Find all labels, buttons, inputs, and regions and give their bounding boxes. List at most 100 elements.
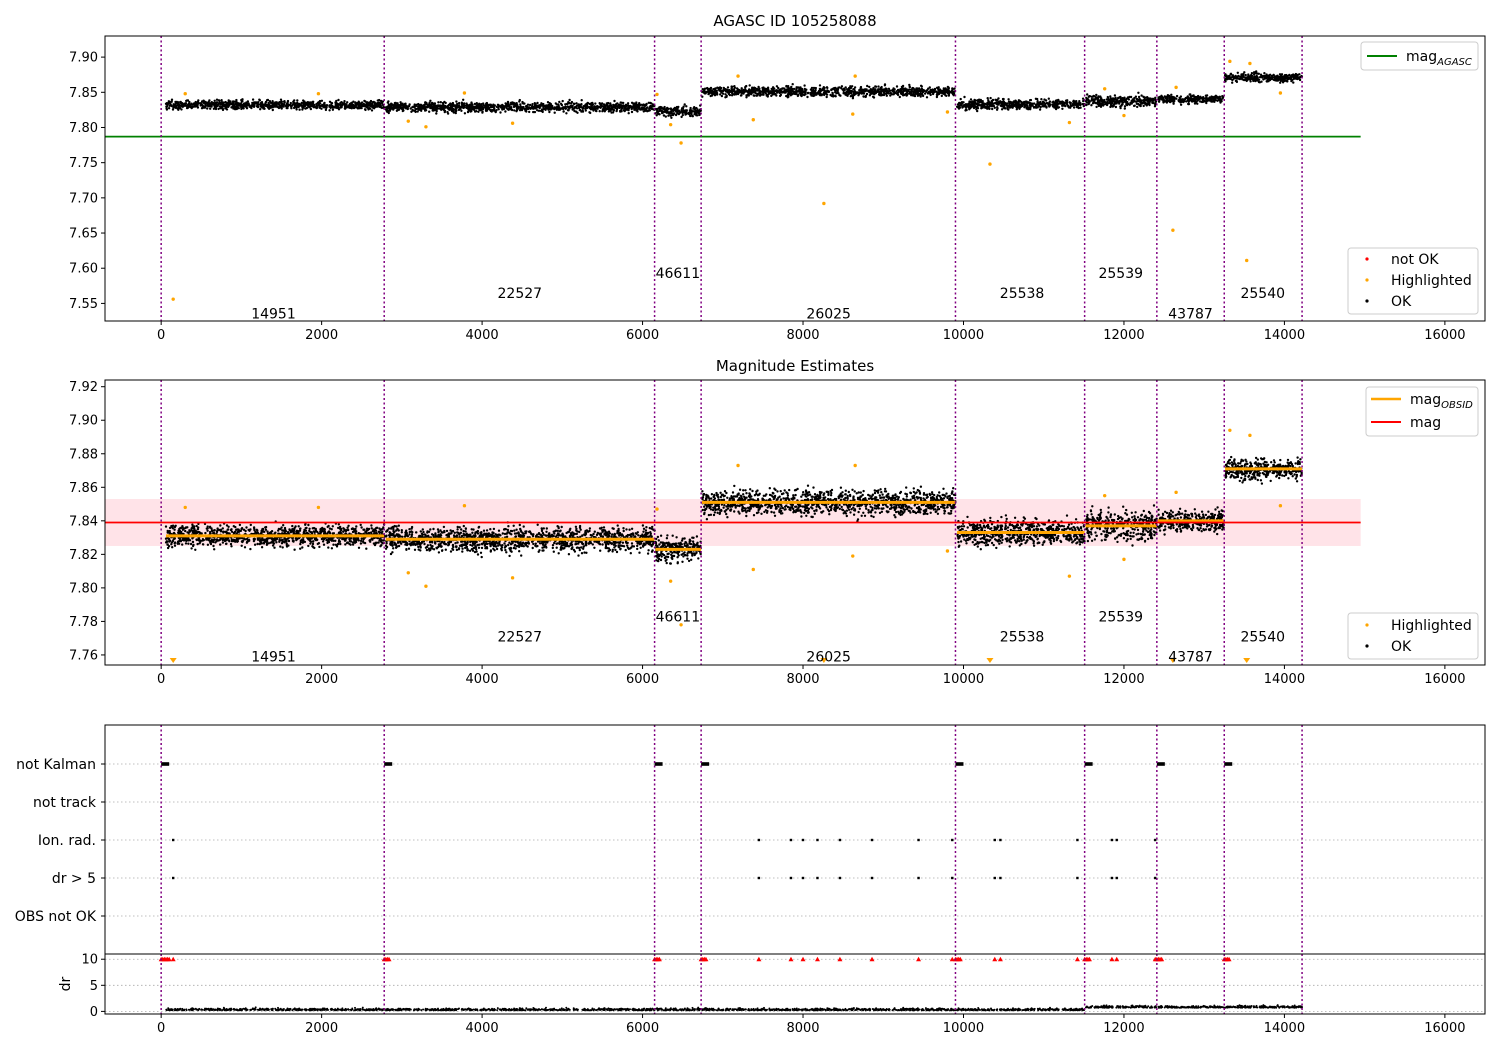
highlighted-point xyxy=(668,579,673,583)
dr-clipped-marker xyxy=(1226,956,1232,962)
dr-clipped-marker xyxy=(170,956,176,962)
legend-label: magOBSID xyxy=(1410,392,1473,411)
y-tick-label: 7.75 xyxy=(69,156,98,171)
dr-gt-5-mark xyxy=(951,876,954,880)
axes-frame xyxy=(104,953,1486,1015)
obsid-label: 25539 xyxy=(1098,609,1143,625)
ion-rad-mark xyxy=(917,838,920,842)
highlighted-point xyxy=(736,74,740,78)
legend-label-highlighted: Highlighted xyxy=(1391,273,1472,289)
dr-gt-5-mark xyxy=(999,876,1002,880)
x-tick-label: 4000 xyxy=(466,328,499,343)
legend-marker-highlighted xyxy=(1365,278,1369,282)
ion-rad-mark xyxy=(1076,838,1079,842)
y-tick-label: 7.86 xyxy=(69,481,98,496)
x-tick-label: 14000 xyxy=(1264,1021,1305,1036)
ion-rad-mark xyxy=(999,838,1002,842)
highlighted-point xyxy=(424,125,428,129)
dr-clipped-marker xyxy=(1086,956,1092,962)
dr-gt-5-mark xyxy=(757,876,761,880)
highlighted-point xyxy=(1248,433,1252,438)
dr-gt-5-mark xyxy=(870,876,874,880)
dr-gt-5-mark xyxy=(1154,876,1157,880)
dr-clipped-marker xyxy=(756,956,762,962)
offscale-marker xyxy=(820,658,828,663)
dr-gt-5-mark xyxy=(801,876,805,880)
x-tick-label: 10000 xyxy=(943,1021,984,1036)
legend-box xyxy=(1347,612,1479,660)
obsid-label: 46611 xyxy=(656,266,701,282)
x-tick-label: 4000 xyxy=(466,672,499,687)
highlighted-point xyxy=(851,554,855,558)
highlighted-point xyxy=(406,571,410,575)
y-tick-label: 7.82 xyxy=(69,548,98,563)
highlighted-point xyxy=(853,463,857,468)
y-tick-label: 7.55 xyxy=(69,297,98,312)
highlighted-point xyxy=(316,92,321,96)
not-kalman-mark xyxy=(654,762,663,766)
highlighted-point xyxy=(183,92,187,96)
highlighted-point xyxy=(1122,557,1126,562)
dr-gt-5-mark xyxy=(1115,876,1118,880)
highlighted-point xyxy=(945,110,950,114)
not-kalman-mark xyxy=(161,762,170,766)
highlighted-point xyxy=(655,507,659,511)
y-tick-label: 7.90 xyxy=(69,51,98,66)
ion-rad-mark xyxy=(838,838,842,842)
y-tick-label: 7.84 xyxy=(69,514,98,529)
y-tick-label: 7.60 xyxy=(69,262,98,277)
highlighted-point xyxy=(655,92,659,97)
highlighted-point xyxy=(822,201,826,206)
obsid-label: 25538 xyxy=(1000,286,1045,302)
dr-clipped-marker xyxy=(957,956,963,962)
dr-clipped-marker xyxy=(1109,956,1115,962)
dr-gt-5-mark xyxy=(917,876,920,880)
dr-clipped-marker xyxy=(837,956,843,962)
flags-panel: not Kalman not track Ion. rad. dr > 5 OBS no… xyxy=(15,724,1486,955)
x-tick-label: 2000 xyxy=(305,1021,338,1036)
highlighted-point xyxy=(1067,574,1072,578)
obsid-label: 43787 xyxy=(1168,650,1213,666)
y-tick-label: 0 xyxy=(90,1005,98,1020)
plot-area: 14951 22527 46611 26025 25538 25539 43787 25540 xyxy=(105,380,1361,666)
x-tick-label: 12000 xyxy=(1103,328,1144,343)
highlighted-point xyxy=(1102,87,1107,91)
dr-clipped-marker xyxy=(656,956,662,962)
highlighted-point xyxy=(1174,85,1178,90)
dr-gt-5-mark xyxy=(1076,876,1079,880)
obsid-label: 25538 xyxy=(1000,630,1045,646)
chart-title: Magnitude Estimates xyxy=(716,357,874,375)
dr-clipped-marker xyxy=(1074,956,1080,962)
offscale-marker xyxy=(1169,658,1177,663)
axes-frame xyxy=(104,379,1486,666)
highlighted-point xyxy=(1278,91,1283,95)
flag-row-label: not Kalman xyxy=(16,757,96,773)
highlighted-point xyxy=(679,623,683,627)
legend-box xyxy=(1360,41,1479,71)
x-tick-label: 6000 xyxy=(626,672,659,687)
y-tick-label: 10 xyxy=(81,953,98,968)
dr-clipped-marker xyxy=(992,956,998,962)
obsid-label: 26025 xyxy=(806,650,851,666)
plot-area xyxy=(105,725,1485,954)
ion-rad-mark xyxy=(951,838,954,842)
dr-clipped-marker xyxy=(1114,956,1120,962)
not-kalman-mark xyxy=(1224,762,1233,766)
flag-row-label: dr > 5 xyxy=(52,871,96,887)
not-kalman-mark xyxy=(1156,762,1165,766)
x-tick-label: 12000 xyxy=(1103,1021,1144,1036)
legend-label-ok: OK xyxy=(1391,294,1412,310)
dr-gt-5-mark xyxy=(993,876,996,880)
dr-clipped-marker xyxy=(869,956,875,962)
axes-frame xyxy=(104,724,1486,955)
legend-marker-highlighted xyxy=(1365,623,1369,627)
ion-rad-mark xyxy=(870,838,874,842)
ion-rad-mark xyxy=(1110,838,1114,842)
x-tick-label: 2000 xyxy=(305,672,338,687)
y-tick-label: 5 xyxy=(90,979,98,994)
not-kalman-mark xyxy=(1084,762,1093,766)
y-tick-label: 7.80 xyxy=(69,581,98,596)
ion-rad-mark xyxy=(801,838,805,842)
y-axis: not Kalman not track Ion. rad. dr > 5 OBS no… xyxy=(15,757,105,925)
legend-marker-ok xyxy=(1365,644,1369,648)
